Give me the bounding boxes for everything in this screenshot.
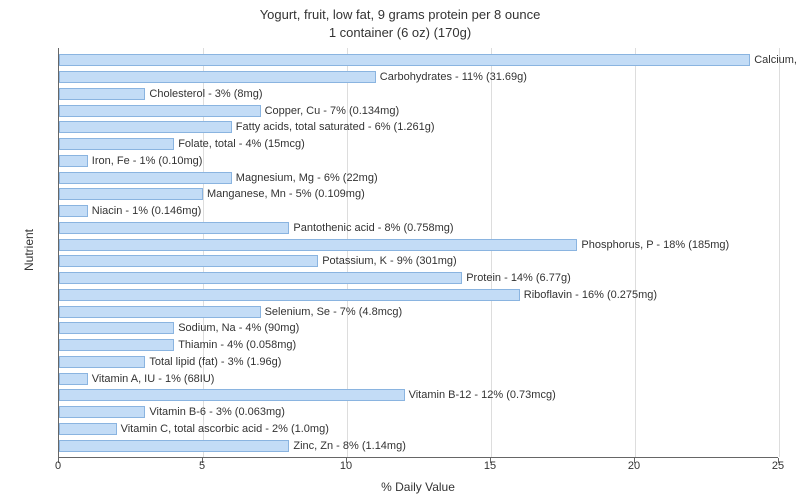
bar xyxy=(59,172,232,184)
bar-label: Niacin - 1% (0.146mg) xyxy=(92,204,201,218)
bar xyxy=(59,222,289,234)
bar-label: Thiamin - 4% (0.058mg) xyxy=(178,338,296,352)
bar-row: Folate, total - 4% (15mcg) xyxy=(59,137,779,151)
bar-row: Protein - 14% (6.77g) xyxy=(59,271,779,285)
bar-row: Iron, Fe - 1% (0.10mg) xyxy=(59,154,779,168)
bar xyxy=(59,356,145,368)
bar-label: Cholesterol - 3% (8mg) xyxy=(149,87,262,101)
bar-row: Copper, Cu - 7% (0.134mg) xyxy=(59,104,779,118)
bar-row: Vitamin B-6 - 3% (0.063mg) xyxy=(59,405,779,419)
bar-label: Potassium, K - 9% (301mg) xyxy=(322,254,457,268)
bar-label: Vitamin C, total ascorbic acid - 2% (1.0… xyxy=(121,422,329,436)
bar-row: Fatty acids, total saturated - 6% (1.261… xyxy=(59,120,779,134)
bar-label: Riboflavin - 16% (0.275mg) xyxy=(524,288,657,302)
bar xyxy=(59,289,520,301)
bar xyxy=(59,255,318,267)
bar xyxy=(59,88,145,100)
bar xyxy=(59,306,261,318)
bar-label: Magnesium, Mg - 6% (22mg) xyxy=(236,171,378,185)
bar-label: Sodium, Na - 4% (90mg) xyxy=(178,321,299,335)
bar-row: Zinc, Zn - 8% (1.14mg) xyxy=(59,439,779,453)
bar-row: Vitamin B-12 - 12% (0.73mcg) xyxy=(59,388,779,402)
bar-row: Selenium, Se - 7% (4.8mcg) xyxy=(59,305,779,319)
bar xyxy=(59,406,145,418)
x-axis-label: % Daily Value xyxy=(381,480,455,494)
bar-row: Cholesterol - 3% (8mg) xyxy=(59,87,779,101)
bar-row: Calcium, Ca - 24% (235mg) xyxy=(59,53,779,67)
bar-row: Phosphorus, P - 18% (185mg) xyxy=(59,238,779,252)
bar-row: Riboflavin - 16% (0.275mg) xyxy=(59,288,779,302)
chart-title: Yogurt, fruit, low fat, 9 grams protein … xyxy=(0,0,800,41)
bar xyxy=(59,322,174,334)
bar xyxy=(59,121,232,133)
bar xyxy=(59,272,462,284)
x-tick-label: 10 xyxy=(340,460,352,472)
bar-label: Pantothenic acid - 8% (0.758mg) xyxy=(293,221,453,235)
y-axis-label: Nutrient xyxy=(22,229,36,271)
bar-row: Total lipid (fat) - 3% (1.96g) xyxy=(59,355,779,369)
bar xyxy=(59,373,88,385)
bar-row: Potassium, K - 9% (301mg) xyxy=(59,254,779,268)
bar xyxy=(59,188,203,200)
bar xyxy=(59,389,405,401)
bar xyxy=(59,440,289,452)
bar xyxy=(59,155,88,167)
bar-label: Zinc, Zn - 8% (1.14mg) xyxy=(293,439,405,453)
bar-row: Magnesium, Mg - 6% (22mg) xyxy=(59,171,779,185)
bar-label: Iron, Fe - 1% (0.10mg) xyxy=(92,154,203,168)
chart-area: Calcium, Ca - 24% (235mg) Carbohydrates -… xyxy=(58,48,778,458)
bar-label: Selenium, Se - 7% (4.8mcg) xyxy=(265,305,403,319)
bar-label: Fatty acids, total saturated - 6% (1.261… xyxy=(236,120,435,134)
bar xyxy=(59,423,117,435)
bar-row: Thiamin - 4% (0.058mg) xyxy=(59,338,779,352)
bar xyxy=(59,138,174,150)
x-tick-label: 20 xyxy=(628,460,640,472)
bar xyxy=(59,54,750,66)
bar-row: Manganese, Mn - 5% (0.109mg) xyxy=(59,187,779,201)
bar-row: Sodium, Na - 4% (90mg) xyxy=(59,321,779,335)
x-tick-label: 15 xyxy=(484,460,496,472)
bar-label: Protein - 14% (6.77g) xyxy=(466,271,571,285)
bar xyxy=(59,205,88,217)
bar-row: Niacin - 1% (0.146mg) xyxy=(59,204,779,218)
bar xyxy=(59,71,376,83)
title-line1: Yogurt, fruit, low fat, 9 grams protein … xyxy=(260,7,541,22)
x-tick-label: 25 xyxy=(772,460,784,472)
x-tick-label: 0 xyxy=(55,460,61,472)
bar-label: Copper, Cu - 7% (0.134mg) xyxy=(265,104,400,118)
bar-label: Vitamin B-12 - 12% (0.73mcg) xyxy=(409,388,556,402)
bar xyxy=(59,105,261,117)
bar-label: Vitamin A, IU - 1% (68IU) xyxy=(92,372,215,386)
title-line2: 1 container (6 oz) (170g) xyxy=(329,25,471,40)
bar-row: Pantothenic acid - 8% (0.758mg) xyxy=(59,221,779,235)
bar-label: Phosphorus, P - 18% (185mg) xyxy=(581,238,729,252)
gridline xyxy=(779,48,780,457)
bar-label: Calcium, Ca - 24% (235mg) xyxy=(754,53,800,67)
bar-row: Vitamin C, total ascorbic acid - 2% (1.0… xyxy=(59,422,779,436)
bar-label: Total lipid (fat) - 3% (1.96g) xyxy=(149,355,281,369)
bar-label: Carbohydrates - 11% (31.69g) xyxy=(380,70,527,84)
bar xyxy=(59,239,577,251)
bars-container: Calcium, Ca - 24% (235mg) Carbohydrates -… xyxy=(59,52,779,454)
bar-label: Folate, total - 4% (15mcg) xyxy=(178,137,305,151)
plot-area: Calcium, Ca - 24% (235mg) Carbohydrates -… xyxy=(58,48,778,458)
bar-label: Manganese, Mn - 5% (0.109mg) xyxy=(207,187,365,201)
x-tick-label: 5 xyxy=(199,460,205,472)
bar-row: Carbohydrates - 11% (31.69g) xyxy=(59,70,779,84)
bar-label: Vitamin B-6 - 3% (0.063mg) xyxy=(149,405,285,419)
bar-row: Vitamin A, IU - 1% (68IU) xyxy=(59,372,779,386)
bar xyxy=(59,339,174,351)
